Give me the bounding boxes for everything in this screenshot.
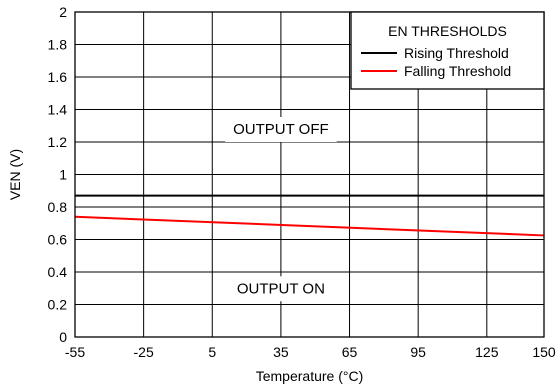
legend-box (350, 11, 545, 90)
legend-title: EN THRESHOLDS (388, 23, 507, 39)
x-axis-title: Temperature (°C) (256, 368, 364, 384)
y-tick-label: 2 (59, 4, 67, 20)
annotation-background (228, 276, 333, 302)
x-tick-label: 150 (532, 344, 556, 360)
y-tick-label: 1.2 (48, 134, 68, 150)
y-tick-label: 0.8 (48, 199, 68, 215)
y-tick-label: 0.6 (48, 232, 68, 248)
x-tick-label: 125 (475, 344, 499, 360)
y-tick-label: 1 (59, 167, 67, 183)
legend-label-falling: Falling Threshold (404, 63, 511, 79)
series-line-falling (74, 215, 545, 237)
annotation-label: OUTPUT ON (237, 280, 325, 297)
plot-frame (74, 11, 545, 338)
x-tick-label: -55 (65, 344, 85, 360)
annotation-label: OUTPUT OFF (233, 121, 329, 138)
y-tick-label: 0.2 (48, 297, 68, 313)
y-tick-label: 1.6 (48, 69, 68, 85)
y-tick-label: 1.4 (48, 102, 68, 118)
series-lines (74, 194, 545, 237)
annotation-background (225, 117, 337, 142)
y-tick-label: 0 (59, 329, 67, 345)
x-tick-label: 35 (273, 344, 289, 360)
y-tick-label: 0.4 (48, 264, 68, 280)
x-tick-label: 5 (208, 344, 216, 360)
legend-label-rising: Rising Threshold (404, 45, 509, 61)
x-tick-label: 65 (342, 344, 358, 360)
legend: EN THRESHOLDS Rising Threshold Falling T… (350, 11, 545, 90)
x-tick-label: -25 (134, 344, 154, 360)
y-axis-title: VEN (V) (7, 149, 23, 200)
annotations: OUTPUT OFF OUTPUT ON (225, 117, 337, 302)
tick-labels: -55 -25 5 35 65 95 125 150 0 0.2 0.4 0.6 0.8 1 1.2 1.4 1… (48, 4, 556, 360)
y-tick-label: 1.8 (48, 37, 68, 53)
x-tick-label: 95 (410, 344, 426, 360)
